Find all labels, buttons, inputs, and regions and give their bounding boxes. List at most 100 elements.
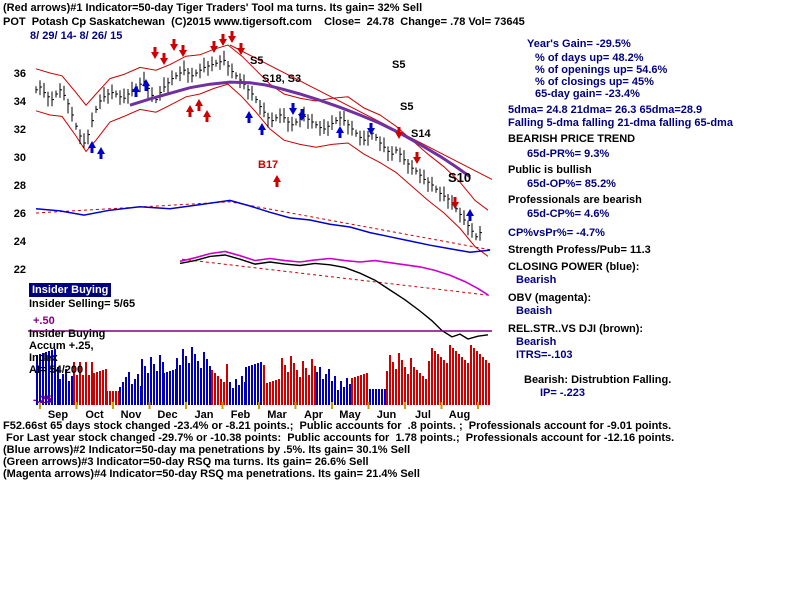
chart-left-label: Insider Buying	[29, 328, 106, 340]
right-panel-stat: Public is bullish	[508, 164, 592, 176]
up-arrow-icon	[142, 79, 150, 91]
series-rel_str	[179, 254, 489, 340]
right-panel-stat: Bearish	[516, 336, 557, 348]
right-panel-stat: Falling 5-dma falling 21-dma falling 65-…	[508, 117, 733, 129]
chart-left-label: Index	[29, 352, 58, 364]
footer-line: (Green arrows)#3 Indicator=50-day RSQ ma…	[3, 456, 369, 468]
down-arrow-icon	[237, 43, 245, 55]
up-arrow-icon	[273, 175, 281, 187]
down-arrow-icon	[160, 53, 168, 65]
x-axis-month: May	[339, 409, 361, 421]
footer-line: (Blue arrows)#2 Indicator=50-day ma pene…	[3, 444, 411, 456]
indicator-header: (Red arrows)#1 Indicator=50-day Tiger Tr…	[3, 2, 423, 14]
right-panel-stat: Beaish	[516, 305, 553, 317]
right-panel-stat: % of days up= 48.2%	[535, 52, 644, 64]
x-axis-month: Apr	[304, 409, 324, 421]
down-arrow-icon	[151, 47, 159, 59]
down-arrow-icon	[170, 39, 178, 51]
chart-left-label: +.50	[33, 315, 55, 327]
x-axis-month: Nov	[121, 409, 143, 421]
y-axis-label: 34	[14, 96, 27, 108]
down-arrow-icon	[210, 41, 218, 53]
x-axis-month: Jan	[195, 409, 214, 421]
right-panel-stat: OBV (magenta):	[508, 292, 592, 304]
down-arrow-icon	[219, 34, 227, 46]
chart-annotation: S5	[250, 55, 263, 67]
date-range: 8/ 29/ 14- 8/ 26/ 15	[30, 30, 123, 42]
down-arrow-icon	[228, 31, 236, 43]
right-panel-stat: 65d-CP%= 4.6%	[527, 208, 610, 220]
x-axis-month: Feb	[231, 409, 251, 421]
up-arrow-icon	[203, 110, 211, 122]
chart-annotation: B17	[258, 159, 278, 171]
y-axis-label: 26	[14, 208, 26, 220]
up-arrow-icon	[258, 123, 266, 135]
down-arrow-icon	[289, 103, 297, 115]
signal-arrows	[88, 31, 474, 221]
series-obv	[179, 250, 489, 296]
series-obv_trend	[181, 258, 493, 297]
footer-line: F52.66st 65 days stock changed -23.4% or…	[3, 420, 672, 432]
series-high_trend	[229, 44, 493, 180]
right-panel-stat: Strength Profess/Pub= 11.3	[508, 244, 651, 256]
right-panel-stat: 65d-PR%= 9.3%	[527, 148, 610, 160]
chart-left-label: Insider Buying	[29, 283, 112, 297]
title-bar: POT Potash Cp Saskatchewan (C)2015 www.t…	[3, 16, 525, 28]
chart-annotation: S14	[411, 128, 431, 140]
x-axis-month: Jun	[377, 409, 397, 421]
down-arrow-icon	[413, 152, 421, 164]
right-panel-stat: 65-day gain= -23.4%	[535, 88, 640, 100]
y-axis-label: 30	[14, 152, 26, 164]
up-arrow-icon	[195, 99, 203, 111]
right-panel-stat: REL.STR..VS DJI (brown):	[508, 323, 644, 335]
accum-index-bars	[36, 345, 490, 405]
right-panel-stat: 5dma= 24.8 21dma= 26.3 65dma=28.9	[508, 104, 703, 116]
up-arrow-icon	[186, 105, 194, 117]
up-arrow-icon	[336, 126, 344, 138]
y-axis-label: 22	[14, 264, 26, 276]
right-panel-stat: Professionals are bearish	[508, 194, 642, 206]
chart-annotation: S5	[400, 101, 413, 113]
series-ma65	[129, 80, 471, 178]
right-panel-stat: ITRS=-.103	[516, 349, 573, 361]
down-arrow-icon	[451, 197, 459, 209]
y-axis-label: 36	[14, 68, 26, 80]
chart-annotation: S10	[448, 170, 471, 185]
up-arrow-icon	[245, 111, 253, 123]
x-axis-month: Sep	[48, 409, 68, 421]
up-arrow-icon	[132, 85, 140, 97]
x-axis-month: Dec	[157, 409, 177, 421]
right-panel-stat: Bearish: Distrubtion Falling.	[524, 374, 672, 386]
right-panel-stat: % of closings up= 45%	[535, 76, 654, 88]
right-panel-stat: % of openings up= 54.6%	[535, 64, 668, 76]
chart-left-label: AI= 54/200	[29, 364, 84, 376]
y-axis-label: 28	[14, 180, 26, 192]
down-arrow-icon	[179, 45, 187, 57]
series-closing_power	[35, 199, 491, 253]
x-axis-month: Mar	[267, 409, 287, 421]
chart-annotation: S5	[392, 59, 405, 71]
up-arrow-icon	[97, 147, 105, 159]
down-arrow-icon	[298, 109, 306, 121]
ohlc-candles	[35, 50, 482, 241]
chart-left-label: Insider Selling= 5/65	[29, 298, 136, 310]
right-panel-stat: 65d-OP%= 85.2%	[527, 178, 616, 190]
series-cp_trend	[35, 201, 493, 251]
x-axis-month: Oct	[85, 409, 104, 421]
footer-line: For Last year stock changed -29.7% or -1…	[3, 432, 675, 444]
up-arrow-icon	[466, 209, 474, 221]
right-panel-stat: IP= -.223	[540, 387, 585, 399]
right-panel-stat: CLOSING POWER (blue):	[508, 261, 640, 273]
y-axis-label: 24	[14, 236, 27, 248]
chart-left-label: -.25	[33, 394, 52, 406]
footer-line: (Magenta arrows)#4 Indicator=50-day RSQ …	[3, 468, 420, 480]
down-arrow-icon	[395, 127, 403, 139]
up-arrow-icon	[88, 141, 96, 153]
series-lower_band	[35, 83, 489, 257]
x-axis-month: Aug	[449, 409, 470, 421]
right-panel-stat: Year's Gain= -29.5%	[527, 38, 631, 50]
